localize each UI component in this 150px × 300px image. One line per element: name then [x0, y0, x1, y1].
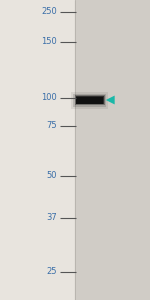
Text: 75: 75 — [46, 122, 57, 130]
Text: 150: 150 — [41, 38, 57, 46]
Text: 50: 50 — [46, 172, 57, 181]
Bar — [71, 92, 108, 109]
Bar — [76, 97, 103, 104]
Bar — [75, 95, 105, 105]
Text: 250: 250 — [41, 8, 57, 16]
Text: 25: 25 — [46, 268, 57, 277]
Text: 37: 37 — [46, 214, 57, 223]
Bar — [75, 0, 150, 300]
Bar — [75, 96, 104, 104]
Bar — [73, 94, 106, 106]
Text: 100: 100 — [41, 94, 57, 103]
